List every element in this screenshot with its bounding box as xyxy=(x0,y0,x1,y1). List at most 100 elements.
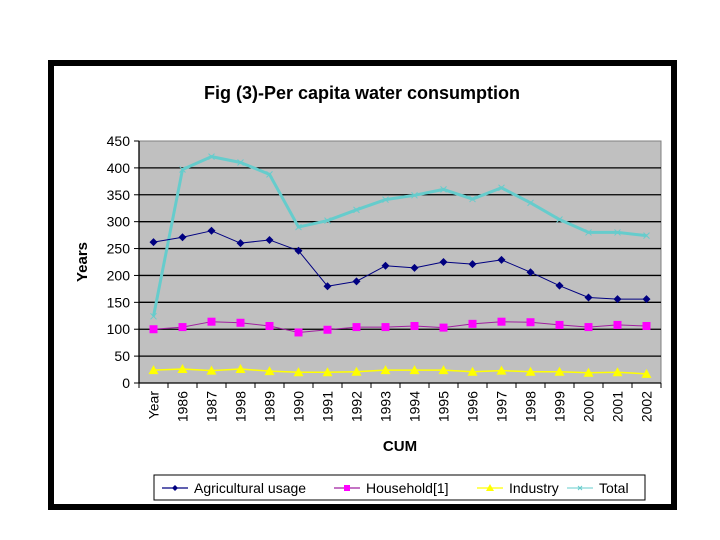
x-tick-label: 1995 xyxy=(436,391,452,422)
legend-item: Industry xyxy=(477,480,559,496)
data-point-triangle xyxy=(496,365,507,375)
data-point-x xyxy=(382,196,389,203)
y-tick-label: 150 xyxy=(107,294,131,310)
series-line xyxy=(153,321,647,333)
x-marker-stroke xyxy=(295,223,302,231)
data-point-diamond xyxy=(613,295,622,304)
legend-label: Household[1] xyxy=(366,480,449,496)
x-tick-label: 1989 xyxy=(262,391,278,422)
x-marker-stroke xyxy=(577,485,583,491)
x-marker-stroke xyxy=(556,216,563,223)
y-tick-label: 100 xyxy=(107,321,131,337)
data-point-square xyxy=(265,321,274,330)
x-marker-stroke xyxy=(208,153,215,160)
x-tick-label: 1990 xyxy=(291,391,307,422)
y-tick-label: 0 xyxy=(122,375,130,391)
data-point-diamond xyxy=(149,238,158,247)
x-marker-stroke xyxy=(643,232,650,240)
data-point-triangle xyxy=(235,364,246,374)
x-tick-label: Year xyxy=(146,391,162,420)
data-point-triangle xyxy=(641,368,652,378)
data-point-triangle xyxy=(612,367,623,377)
data-point-diamond xyxy=(526,268,535,277)
data-point-x xyxy=(469,195,476,203)
series-household-1 xyxy=(149,317,651,337)
data-point-x xyxy=(440,186,447,193)
data-point-triangle xyxy=(467,366,478,376)
series-total xyxy=(150,153,650,320)
x-marker-stroke xyxy=(585,229,592,236)
y-tick-label: 400 xyxy=(107,160,131,176)
data-point-triangle xyxy=(206,365,217,375)
legend-label: Agricultural usage xyxy=(194,480,306,496)
plot-area xyxy=(138,140,662,384)
data-point-square xyxy=(352,323,361,332)
chart-title: Fig (3)-Per capita water consumption xyxy=(204,83,520,103)
data-point-triangle xyxy=(380,365,391,375)
data-point-diamond xyxy=(265,235,274,244)
x-tick-label: 1997 xyxy=(494,391,510,422)
data-point-diamond xyxy=(294,246,303,255)
data-point-square xyxy=(555,320,564,329)
y-axis: 0 50 100 150 200 250 300 350 400 450 xyxy=(107,133,140,391)
data-point-x xyxy=(150,312,157,320)
data-point-diamond xyxy=(555,281,564,290)
data-point-triangle xyxy=(409,365,420,375)
data-point-x xyxy=(498,184,505,192)
x-marker-stroke xyxy=(527,199,534,207)
x-tick-label: 1998 xyxy=(233,391,249,422)
y-tick-label: 350 xyxy=(107,187,131,203)
legend-item: Household[1] xyxy=(334,480,449,496)
data-point-x xyxy=(614,229,621,236)
data-point-square xyxy=(207,317,216,326)
x-tick-label: 2001 xyxy=(610,391,626,422)
data-point-square xyxy=(439,323,448,332)
x-axis: Year 1986 1987 1998 1989 1990 1991 1992 1993 1994… xyxy=(138,382,662,422)
x-marker-stroke xyxy=(237,159,244,166)
data-point-x xyxy=(643,232,650,240)
data-point-diamond xyxy=(178,233,187,242)
data-point-diamond xyxy=(236,239,245,248)
legend-label: Total xyxy=(599,480,629,496)
x-tick-label: 2002 xyxy=(639,391,655,422)
x-tick-label: 1991 xyxy=(320,391,336,422)
series-industry xyxy=(148,364,652,378)
data-point-diamond xyxy=(207,226,216,235)
data-point-x xyxy=(411,191,418,199)
data-point-x xyxy=(237,159,244,166)
x-marker-stroke xyxy=(179,166,186,173)
series-line xyxy=(152,155,647,317)
x-marker-stroke xyxy=(353,206,360,214)
data-point-square xyxy=(642,321,651,330)
data-point-x xyxy=(577,485,583,491)
data-point-diamond xyxy=(410,263,419,272)
data-point-triangle xyxy=(264,366,275,376)
series-group xyxy=(148,153,652,378)
x-marker-stroke xyxy=(440,186,447,193)
data-point-square xyxy=(323,325,332,334)
data-point-diamond xyxy=(381,261,390,270)
data-point-triangle xyxy=(148,365,159,375)
y-tick-label: 250 xyxy=(107,241,131,257)
data-point-x xyxy=(585,229,592,236)
data-point-triangle xyxy=(438,365,449,375)
y-tick-label: 450 xyxy=(107,133,131,149)
data-point-diamond xyxy=(172,485,178,491)
y-tick-label: 200 xyxy=(107,267,131,283)
x-tick-label: 1996 xyxy=(465,391,481,422)
data-point-triangle xyxy=(583,367,594,377)
data-point-triangle xyxy=(525,366,536,376)
x-tick-label: 1987 xyxy=(204,391,220,422)
data-point-square xyxy=(236,318,245,327)
x-tick-label: 1994 xyxy=(407,391,423,422)
x-marker-stroke xyxy=(469,195,476,203)
data-point-diamond xyxy=(584,293,593,302)
data-point-diamond xyxy=(642,295,651,304)
x-tick-label: 1999 xyxy=(552,391,568,422)
legend-label: Industry xyxy=(509,480,559,496)
data-point-square xyxy=(526,318,535,327)
legend-item: Agricultural usage xyxy=(162,480,306,496)
x-marker-stroke xyxy=(498,184,505,192)
data-point-triangle xyxy=(177,364,188,374)
